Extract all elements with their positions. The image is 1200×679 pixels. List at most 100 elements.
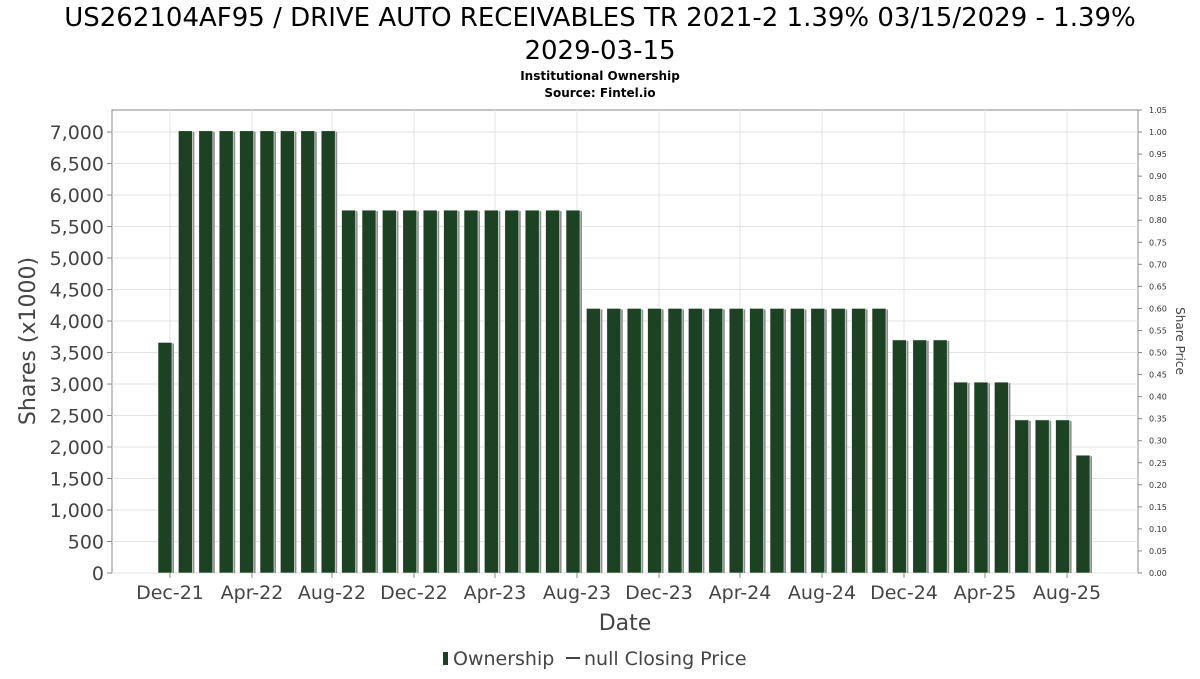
x-tick-label: Aug-24 bbox=[788, 582, 856, 604]
x-tick-label: Aug-23 bbox=[543, 582, 611, 604]
chart-title-line1: US262104AF95 / DRIVE AUTO RECEIVABLES TR… bbox=[64, 3, 1136, 33]
x-tick-label: Dec-23 bbox=[625, 582, 693, 604]
ownership-bar bbox=[912, 339, 928, 574]
ownership-bar bbox=[708, 308, 724, 574]
x-tick-label: Dec-22 bbox=[380, 582, 448, 604]
ownership-bar bbox=[688, 308, 703, 574]
ownership-bar bbox=[524, 209, 540, 574]
chart-title-line2: 2029-03-15 bbox=[524, 36, 675, 66]
y-tick-label: 5,000 bbox=[50, 248, 104, 270]
y-tick-label: 6,500 bbox=[50, 154, 104, 176]
legend: Ownership null Closing Price bbox=[443, 648, 747, 670]
bars bbox=[157, 130, 1092, 574]
ownership-bar bbox=[198, 130, 214, 574]
x-tick-label: Dec-24 bbox=[870, 582, 938, 604]
y2-axis-title: Share Price bbox=[1173, 307, 1187, 375]
ownership-bar bbox=[545, 209, 560, 574]
x-axis-title: Date bbox=[599, 611, 652, 636]
y-tick-label: 4,000 bbox=[50, 311, 104, 333]
y2-tick-label: 0.20 bbox=[1149, 481, 1167, 490]
y-tick-label: 6,000 bbox=[50, 185, 104, 207]
ownership-bar bbox=[973, 381, 989, 574]
ownership-bar bbox=[606, 308, 622, 574]
y-tick-label: 3,000 bbox=[50, 374, 104, 396]
y2-tick-label: 0.45 bbox=[1149, 371, 1167, 380]
x-tick-label: Apr-23 bbox=[464, 582, 527, 604]
ownership-bar bbox=[953, 381, 968, 574]
ownership-bar bbox=[851, 308, 866, 574]
ownership-bar bbox=[647, 308, 662, 574]
x-tick-label: Aug-25 bbox=[1033, 582, 1101, 604]
ownership-bar bbox=[932, 339, 948, 574]
ownership-bar bbox=[1075, 454, 1091, 574]
ownership-bar bbox=[626, 308, 642, 574]
y-tick-label: 2,500 bbox=[50, 406, 104, 428]
y2-tick-label: 1.05 bbox=[1149, 106, 1167, 115]
legend-ownership-swatch bbox=[443, 652, 448, 665]
ownership-bar bbox=[443, 209, 458, 574]
ownership-bar bbox=[239, 130, 254, 574]
x-tick-label: Dec-21 bbox=[136, 582, 204, 604]
y2-tick-label: 0.70 bbox=[1149, 260, 1167, 269]
y2-tick-label: 0.80 bbox=[1149, 216, 1167, 225]
ownership-bar bbox=[218, 130, 234, 574]
ownership-bar bbox=[790, 308, 805, 574]
x-tick-label: Apr-22 bbox=[221, 582, 284, 604]
ownership-bar bbox=[586, 308, 601, 574]
y-tick-label: 7,000 bbox=[50, 122, 104, 144]
ownership-bar bbox=[749, 308, 764, 574]
ownership-bar bbox=[422, 209, 438, 574]
y2-tick-label: 0.25 bbox=[1149, 459, 1167, 468]
chart-source: Source: Fintel.io bbox=[544, 86, 655, 100]
y2-tick-label: 0.30 bbox=[1149, 437, 1167, 446]
y2-tick-label: 0.15 bbox=[1149, 503, 1167, 512]
x-tick-label: Apr-25 bbox=[954, 582, 1017, 604]
ownership-bar bbox=[178, 130, 193, 574]
ownership-bar bbox=[871, 308, 887, 574]
y2-tick-label: 0.75 bbox=[1149, 238, 1167, 247]
ownership-bar bbox=[830, 308, 846, 574]
y2-tick-label: 0.55 bbox=[1149, 326, 1167, 335]
ownership-bar bbox=[402, 209, 418, 574]
ownership-bar bbox=[769, 308, 785, 574]
y2-tick-label: 0.05 bbox=[1149, 547, 1167, 556]
ownership-bar bbox=[280, 130, 295, 574]
ownership-bar bbox=[1034, 419, 1050, 574]
y-tick-label: 4,500 bbox=[50, 280, 104, 302]
y-tick-label: 2,000 bbox=[50, 437, 104, 459]
ownership-bar bbox=[504, 209, 520, 574]
legend-closing-price-label: null Closing Price bbox=[584, 648, 747, 670]
y-tick-label: 0 bbox=[92, 563, 104, 585]
y2-tick-label: 0.00 bbox=[1149, 569, 1167, 578]
x-axis: Dec-21 Apr-22 Aug-22 Dec-22 Apr-23 Aug-23 Dec-… bbox=[136, 573, 1101, 604]
ownership-bar bbox=[565, 209, 581, 574]
y2-axis: 0.00 0.05 0.10 0.15 0.20 0.25 0.30 0.35 0.40 0.45… bbox=[1138, 106, 1167, 578]
y-tick-label: 3,500 bbox=[50, 343, 104, 365]
ownership-bar bbox=[994, 381, 1009, 574]
y-tick-label: 1,500 bbox=[50, 469, 104, 491]
y-axis: 0 500 1,000 1,500 2,000 2,500 3,000 3,500 4,000 4… bbox=[50, 122, 112, 585]
y-tick-label: 5,500 bbox=[50, 217, 104, 239]
legend-ownership-label: Ownership bbox=[453, 648, 554, 670]
y-tick-label: 1,000 bbox=[50, 500, 104, 522]
y2-tick-label: 0.65 bbox=[1149, 282, 1167, 291]
ownership-bar bbox=[341, 209, 356, 574]
ownership-bar bbox=[259, 130, 275, 574]
y2-tick-label: 0.35 bbox=[1149, 415, 1167, 424]
x-tick-label: Apr-24 bbox=[709, 582, 772, 604]
ownership-bar bbox=[1014, 419, 1030, 574]
ownership-bar bbox=[484, 209, 499, 574]
y2-tick-label: 1.00 bbox=[1149, 128, 1167, 137]
y-tick-label: 500 bbox=[68, 532, 104, 554]
ownership-bar bbox=[157, 342, 173, 574]
y2-tick-label: 0.95 bbox=[1149, 150, 1167, 159]
ownership-bar bbox=[892, 339, 907, 574]
ownership-bar bbox=[320, 130, 336, 574]
y2-tick-label: 0.90 bbox=[1149, 172, 1167, 181]
ownership-bar bbox=[1055, 419, 1070, 574]
ownership-bar bbox=[463, 209, 479, 574]
y2-tick-label: 0.40 bbox=[1149, 393, 1167, 402]
ownership-bar bbox=[728, 308, 744, 574]
x-tick-label: Aug-22 bbox=[298, 582, 366, 604]
